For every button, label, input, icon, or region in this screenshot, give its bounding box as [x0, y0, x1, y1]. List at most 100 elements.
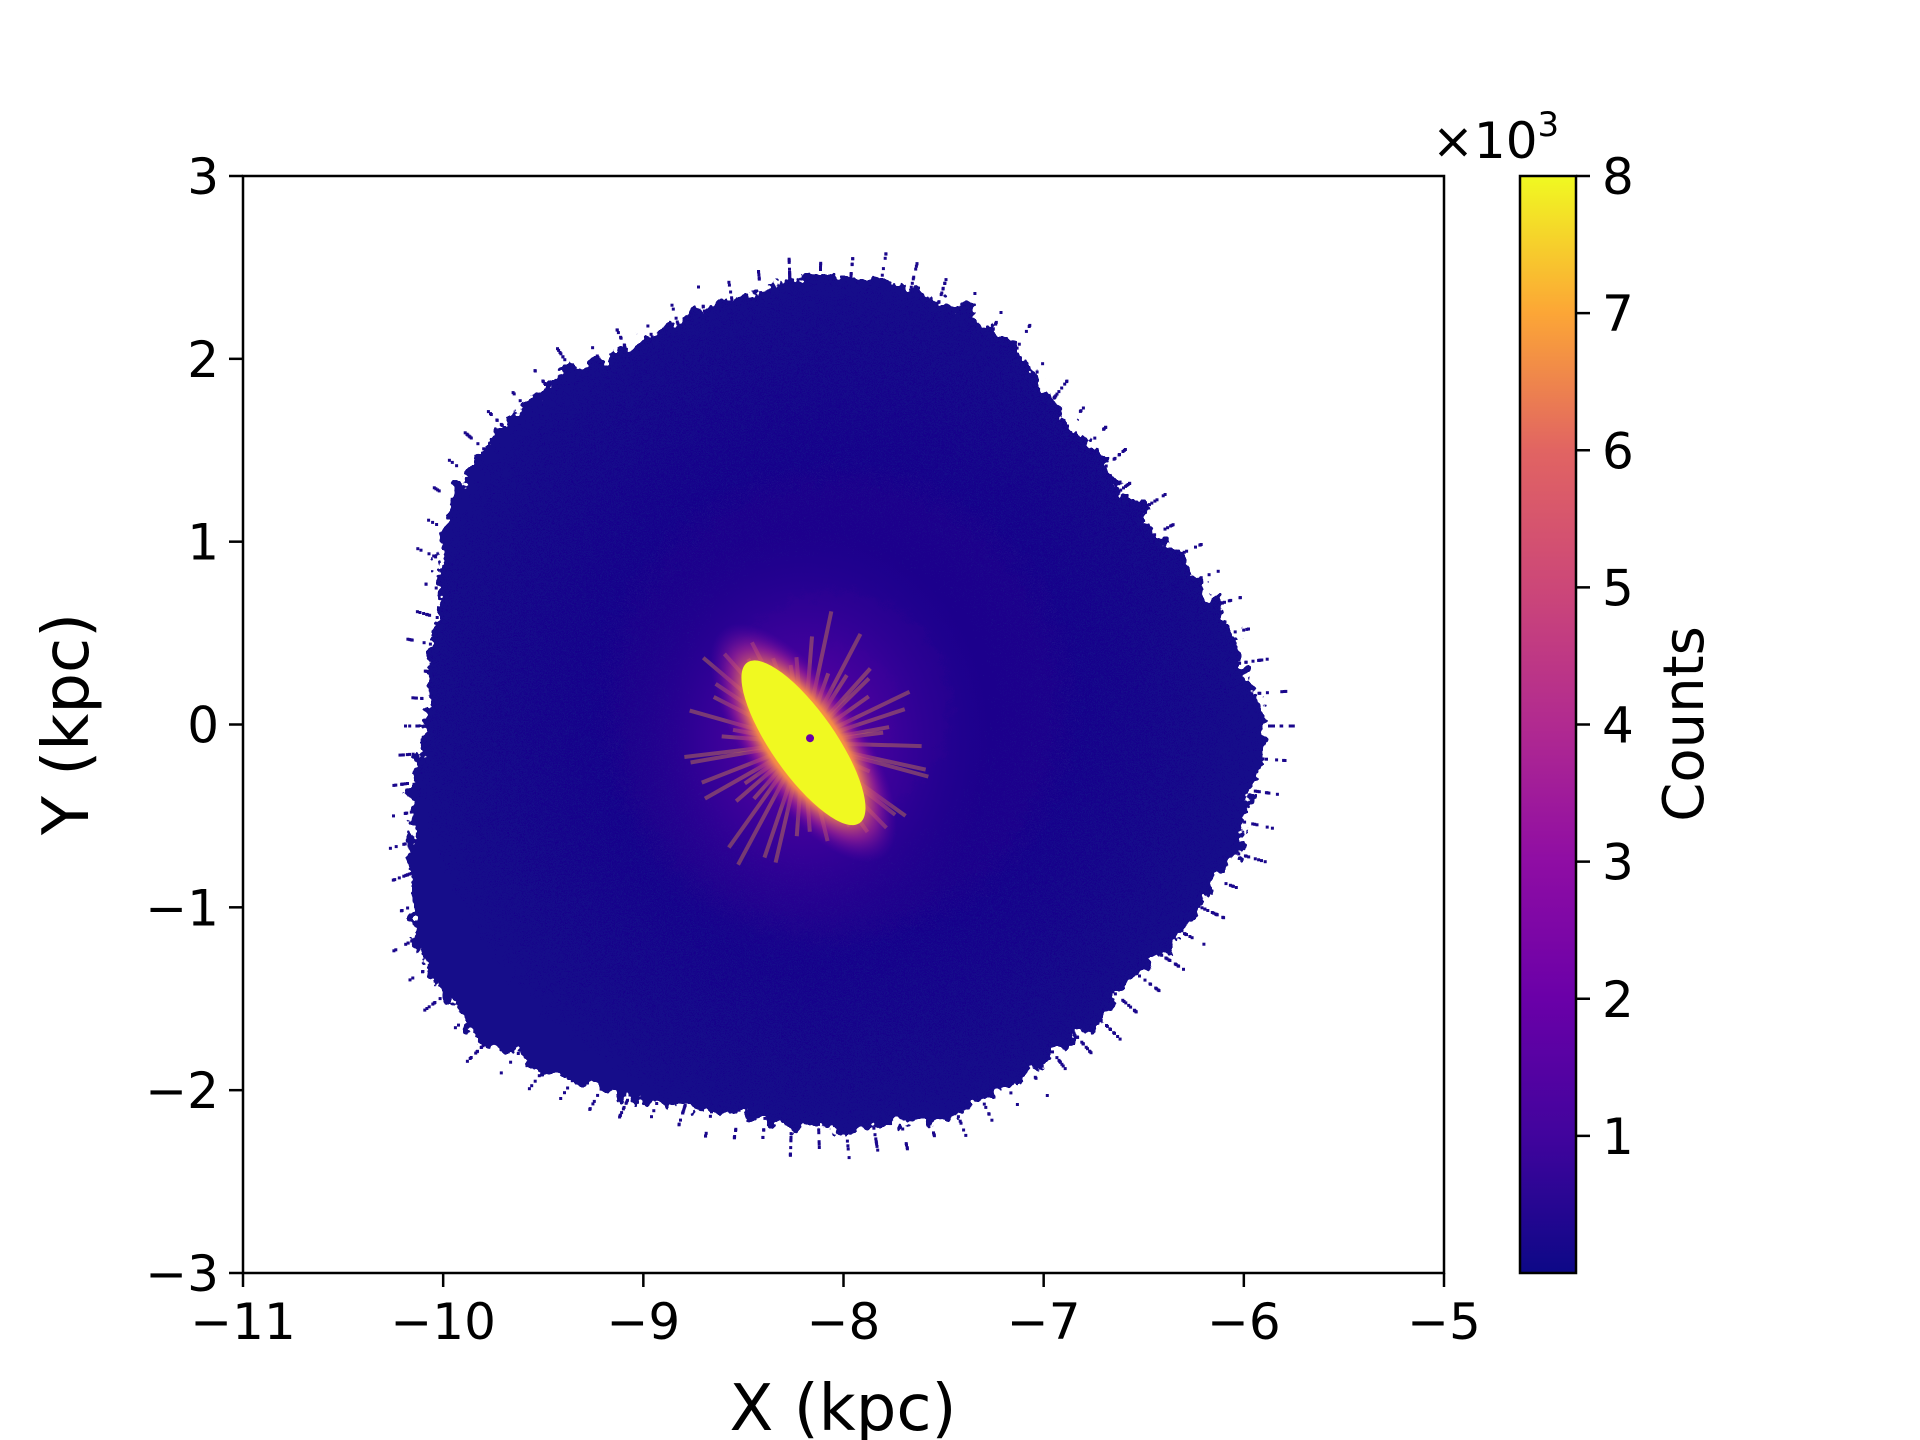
- heatmap-edge-pixel: [697, 285, 700, 289]
- heatmap-edge-pixel: [1247, 627, 1250, 631]
- heatmap-edge-pixel: [757, 270, 761, 274]
- heatmap-edge-pixel: [1202, 942, 1206, 946]
- heatmap-edge-pixel: [405, 811, 409, 815]
- heatmap-edge-pixel: [447, 458, 451, 462]
- heatmap-edge-pixel: [416, 724, 420, 728]
- heatmap-edge-pixel: [884, 252, 888, 256]
- heatmap-edge-pixel: [928, 1121, 932, 1125]
- heatmap-edge-pixel: [420, 697, 424, 700]
- heatmap-edge-pixel: [400, 909, 404, 912]
- heatmap-edge-pixel: [410, 939, 414, 943]
- heatmap-edge-pixel: [734, 1127, 738, 1131]
- heatmap-edge-pixel: [1041, 362, 1045, 366]
- heatmap-edge-pixel: [1251, 822, 1255, 826]
- heatmap-edge-pixel: [1166, 526, 1170, 530]
- heatmap-edge-pixel: [1118, 453, 1121, 456]
- heatmap-edge-pixel: [909, 285, 913, 289]
- heatmap-edge-pixel: [787, 257, 791, 261]
- heatmap-edge-pixel: [944, 278, 948, 282]
- heatmap-edge-pixel: [1257, 858, 1261, 862]
- heatmap-edge-pixel: [1206, 909, 1210, 912]
- heatmap-edge-pixel: [1275, 792, 1279, 796]
- heatmap-edge-pixel: [405, 873, 409, 877]
- heatmap-edge-pixel: [958, 1119, 962, 1123]
- heatmap-edge-pixel: [1188, 935, 1192, 938]
- heatmap-edge-pixel: [1119, 488, 1123, 492]
- heatmap-edge-pixel: [1291, 724, 1295, 728]
- heatmap-edge-pixel: [940, 291, 944, 295]
- heatmap-edge-pixel: [408, 752, 412, 756]
- heatmap-edge-pixel: [1275, 758, 1279, 762]
- heatmap-edge-pixel: [1198, 543, 1202, 547]
- heatmap-edge-pixel: [559, 1097, 563, 1100]
- heatmap-edge-pixel: [1253, 789, 1257, 793]
- heatmap-edge-pixel: [847, 1156, 851, 1160]
- colorbar-tick-label: 8: [1602, 148, 1634, 206]
- heatmap-edge-pixel: [1216, 569, 1220, 573]
- heatmap-edge-pixel: [393, 878, 397, 882]
- heatmap-edge-pixel: [403, 782, 407, 786]
- heatmap-edge-pixel: [405, 753, 409, 757]
- heatmap-edge-pixel: [904, 1142, 908, 1146]
- heatmap-edge-pixel: [1265, 657, 1269, 661]
- heatmap-edge-pixel: [1149, 982, 1153, 986]
- heatmap-edge-pixel: [591, 1102, 595, 1106]
- heatmap-edge-pixel: [1127, 1003, 1131, 1007]
- heatmap-edge-pixel: [1081, 1042, 1085, 1046]
- heatmap-edge-pixel: [1109, 1028, 1112, 1031]
- heatmap-edge-pixel: [1118, 1037, 1122, 1041]
- heatmap-edge-pixel: [1255, 823, 1259, 827]
- heatmap-edge-pixel: [910, 281, 914, 285]
- heatmap-edge-pixel: [732, 1136, 736, 1140]
- heatmap-edge-pixel: [677, 1122, 681, 1126]
- heatmap-edge-pixel: [905, 1146, 909, 1150]
- heatmap-edge-pixel: [1215, 913, 1219, 916]
- heatmap-edge-pixel: [1260, 859, 1263, 863]
- heatmap-edge-pixel: [408, 724, 412, 728]
- heatmap-edge-pixel: [914, 264, 918, 268]
- heatmap-edge-pixel: [530, 1084, 534, 1088]
- heatmap-edge-pixel: [1194, 545, 1197, 549]
- heatmap-edge-pixel: [434, 555, 438, 559]
- heatmap-edge-pixel: [875, 1142, 879, 1146]
- heatmap-edge-pixel: [681, 1111, 685, 1115]
- heatmap-core-peak: [741, 660, 866, 826]
- heatmap-edge-pixel: [1176, 964, 1180, 968]
- heatmap-edge-pixel: [476, 1049, 479, 1053]
- heatmap-edge-pixel: [1063, 382, 1067, 386]
- heatmap-edge-pixel: [419, 548, 423, 552]
- heatmap-edge-pixel: [406, 637, 410, 641]
- heatmap-edge-pixel: [987, 1112, 991, 1116]
- heatmap-edge-pixel: [939, 293, 943, 297]
- heatmap-edge-pixel: [1244, 854, 1248, 858]
- heatmap-edge-pixel: [1055, 392, 1059, 396]
- heatmap-edge-pixel: [1268, 724, 1271, 728]
- heatmap-edge-pixel: [453, 1026, 457, 1030]
- heatmap-edge-pixel: [1060, 1062, 1064, 1066]
- heatmap-edge-pixel: [1169, 524, 1173, 528]
- heatmap-edge-pixel: [701, 305, 705, 309]
- heatmap-edge-pixel: [394, 948, 398, 952]
- heatmap-edge-pixel: [599, 1087, 603, 1091]
- heatmap-edge-pixel: [413, 696, 417, 700]
- heatmap-edge-pixel: [1182, 967, 1185, 971]
- heatmap-edge-pixel: [1234, 886, 1238, 889]
- heatmap-edge-pixel: [411, 752, 415, 756]
- heatmap-edge-pixel: [557, 348, 561, 352]
- heatmap-edge-pixel: [621, 1107, 625, 1111]
- heatmap-edge-pixel: [398, 753, 402, 757]
- heatmap-edge-pixel: [671, 307, 675, 311]
- heatmap-edge-pixel: [450, 460, 454, 464]
- heatmap-edge-pixel: [883, 256, 887, 260]
- colorbar-label: Counts: [1652, 626, 1717, 821]
- heatmap-edge-pixel: [556, 347, 559, 351]
- heatmap-edge-pixel: [1224, 882, 1228, 886]
- heatmap-edge-pixel: [1161, 494, 1165, 498]
- heatmap-edge-pixel: [511, 391, 515, 395]
- heatmap-edge-pixel: [434, 586, 438, 590]
- heatmap-edge-pixel: [597, 357, 601, 361]
- colorbar-offset-base: ×10: [1432, 112, 1538, 170]
- colorbar-tick-label: 1: [1602, 1108, 1634, 1166]
- heatmap-edge-pixel: [423, 1008, 427, 1012]
